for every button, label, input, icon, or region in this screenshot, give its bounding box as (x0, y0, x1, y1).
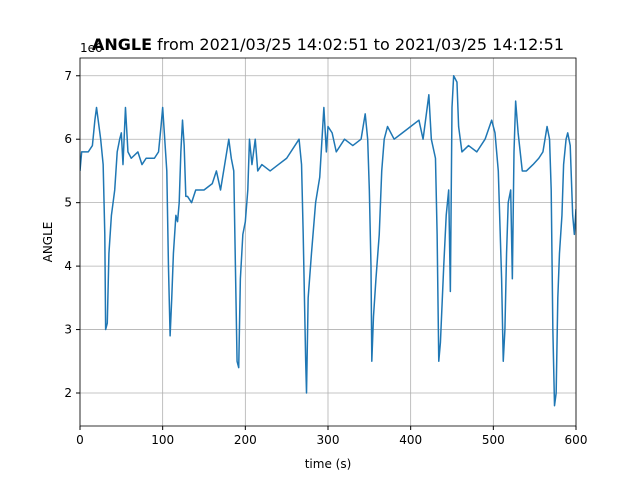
y-tick-label: 4 (64, 259, 72, 273)
y-tick-label: 3 (64, 323, 72, 337)
y-axis-label: ANGLE (41, 222, 55, 263)
x-tick-label: 400 (399, 433, 422, 447)
plot-frame (79, 57, 577, 427)
x-axis-label: time (s) (305, 457, 352, 471)
y-tick-label: 5 (64, 196, 72, 210)
x-tick-label: 100 (151, 433, 174, 447)
title-rest: from 2021/03/25 14:02:51 to 2021/03/25 1… (157, 35, 564, 54)
y-tick-label: 7 (64, 69, 72, 83)
data-line (80, 75, 576, 407)
x-tick-label: 500 (482, 433, 505, 447)
chart-title: ANGLE from 2021/03/25 14:02:51 to 2021/0… (92, 35, 564, 54)
x-tick-label: 200 (234, 433, 257, 447)
y-tick-label: 2 (64, 386, 72, 400)
x-tick-label: 600 (565, 433, 588, 447)
y-tick-label: 6 (64, 132, 72, 146)
title-bold: ANGLE (92, 35, 152, 54)
y-offset-label: 1e6 (80, 41, 103, 55)
x-tick-label: 0 (76, 433, 84, 447)
x-tick-label: 300 (317, 433, 340, 447)
